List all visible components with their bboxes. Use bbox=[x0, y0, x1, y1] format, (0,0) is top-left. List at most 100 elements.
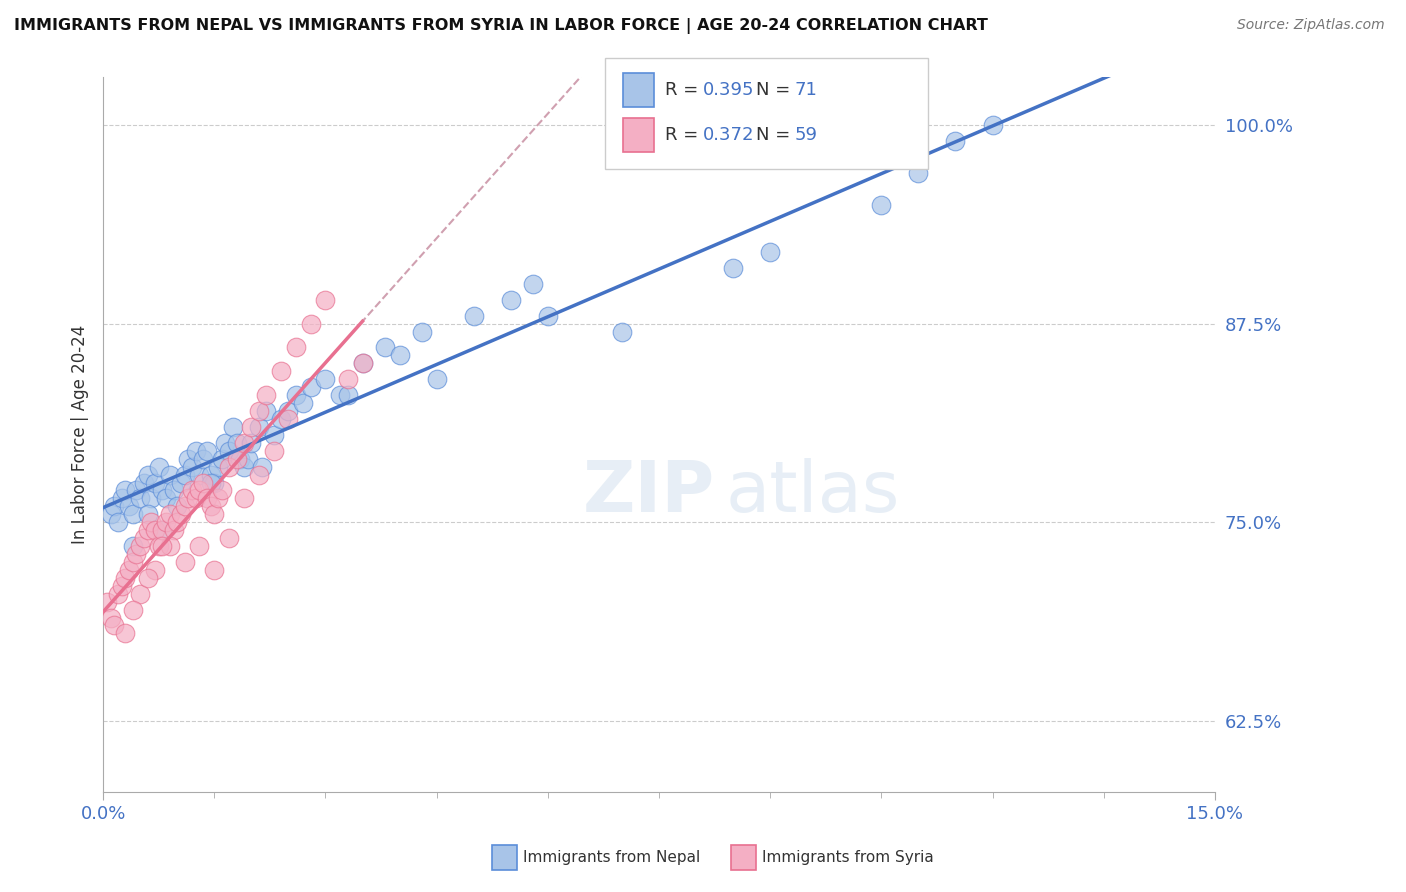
Point bbox=[240, 420, 263, 434]
Point bbox=[202, 563, 225, 577]
Point bbox=[200, 500, 222, 514]
Point bbox=[299, 317, 322, 331]
Point bbox=[148, 459, 170, 474]
Point bbox=[103, 500, 125, 514]
Point bbox=[870, 197, 893, 211]
Point bbox=[277, 412, 299, 426]
Point bbox=[188, 467, 211, 482]
Point bbox=[188, 539, 211, 553]
Point bbox=[411, 325, 433, 339]
Point bbox=[907, 166, 929, 180]
Text: R =: R = bbox=[665, 81, 704, 99]
Point bbox=[136, 571, 159, 585]
Point bbox=[225, 435, 247, 450]
Point bbox=[759, 245, 782, 260]
Point bbox=[152, 523, 174, 537]
Point bbox=[159, 539, 181, 553]
Text: 0.395: 0.395 bbox=[703, 81, 755, 99]
Point bbox=[111, 491, 134, 506]
Point bbox=[374, 341, 396, 355]
Point bbox=[111, 579, 134, 593]
Point bbox=[499, 293, 522, 307]
Text: 0.372: 0.372 bbox=[703, 126, 755, 144]
Point bbox=[277, 404, 299, 418]
Point bbox=[945, 134, 967, 148]
Point bbox=[136, 508, 159, 522]
Text: Immigrants from Nepal: Immigrants from Nepal bbox=[523, 850, 700, 864]
Point bbox=[314, 293, 336, 307]
Point bbox=[143, 563, 166, 577]
Point bbox=[121, 508, 143, 522]
Point bbox=[103, 618, 125, 632]
Point bbox=[100, 508, 122, 522]
Point bbox=[121, 539, 143, 553]
Text: 59: 59 bbox=[794, 126, 817, 144]
Point bbox=[225, 451, 247, 466]
Point bbox=[254, 404, 277, 418]
Point bbox=[96, 595, 118, 609]
Point bbox=[141, 515, 163, 529]
Point bbox=[155, 515, 177, 529]
Point bbox=[193, 451, 215, 466]
Point bbox=[184, 491, 207, 506]
Point bbox=[118, 563, 141, 577]
Point bbox=[143, 523, 166, 537]
Point bbox=[284, 388, 307, 402]
Point bbox=[114, 483, 136, 498]
Point bbox=[159, 508, 181, 522]
Point bbox=[132, 531, 155, 545]
Y-axis label: In Labor Force | Age 20-24: In Labor Force | Age 20-24 bbox=[72, 326, 89, 544]
Point bbox=[214, 435, 236, 450]
Point bbox=[173, 555, 195, 569]
Point bbox=[195, 443, 218, 458]
Point bbox=[125, 483, 148, 498]
Point bbox=[193, 475, 215, 490]
Point bbox=[292, 396, 315, 410]
Point bbox=[129, 491, 152, 506]
Point bbox=[202, 508, 225, 522]
Point bbox=[166, 500, 188, 514]
Point bbox=[195, 491, 218, 506]
Point bbox=[211, 483, 233, 498]
Point bbox=[207, 459, 229, 474]
Point bbox=[247, 420, 270, 434]
Point bbox=[314, 372, 336, 386]
Point bbox=[170, 475, 193, 490]
Point bbox=[181, 483, 204, 498]
Text: ZIP: ZIP bbox=[582, 458, 714, 526]
Point bbox=[721, 261, 744, 276]
Point bbox=[352, 356, 374, 370]
Point bbox=[299, 380, 322, 394]
Point bbox=[218, 531, 240, 545]
Point bbox=[129, 587, 152, 601]
Text: atlas: atlas bbox=[725, 458, 900, 526]
Point bbox=[229, 451, 252, 466]
Point bbox=[141, 491, 163, 506]
Point bbox=[136, 523, 159, 537]
Point bbox=[162, 483, 184, 498]
Text: IMMIGRANTS FROM NEPAL VS IMMIGRANTS FROM SYRIA IN LABOR FORCE | AGE 20-24 CORREL: IMMIGRANTS FROM NEPAL VS IMMIGRANTS FROM… bbox=[14, 18, 988, 34]
Point bbox=[211, 451, 233, 466]
Text: Source: ZipAtlas.com: Source: ZipAtlas.com bbox=[1237, 18, 1385, 32]
Point bbox=[388, 348, 411, 362]
Point bbox=[152, 523, 174, 537]
Point bbox=[284, 341, 307, 355]
Point bbox=[162, 523, 184, 537]
Point bbox=[143, 475, 166, 490]
Point bbox=[426, 372, 449, 386]
Point bbox=[981, 118, 1004, 132]
Point bbox=[121, 602, 143, 616]
Point bbox=[202, 475, 225, 490]
Point bbox=[177, 491, 200, 506]
Point bbox=[173, 500, 195, 514]
Point bbox=[329, 388, 352, 402]
Point bbox=[270, 412, 292, 426]
Point bbox=[240, 435, 263, 450]
Point bbox=[181, 459, 204, 474]
Point bbox=[463, 309, 485, 323]
Point bbox=[233, 459, 256, 474]
Point bbox=[159, 467, 181, 482]
Point bbox=[107, 587, 129, 601]
Text: R =: R = bbox=[665, 126, 704, 144]
Point bbox=[129, 539, 152, 553]
